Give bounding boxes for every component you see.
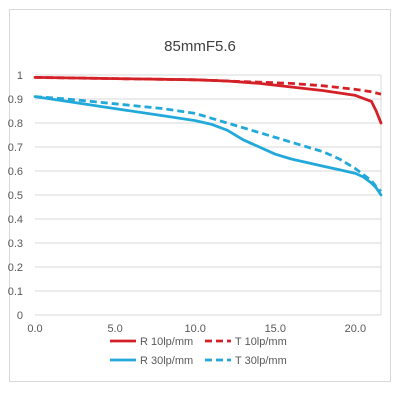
y-tick-label: 1 xyxy=(17,70,23,82)
x-tick-label: 0.0 xyxy=(27,323,42,335)
y-tick-label: 0.7 xyxy=(8,142,23,154)
x-tick-label: 5.0 xyxy=(107,323,122,335)
legend-label: R 10lp/mm xyxy=(140,336,193,348)
x-tick-label: 20.0 xyxy=(345,323,366,335)
chart-title: 85mmF5.6 xyxy=(164,38,236,55)
x-tick-label: 15.0 xyxy=(265,323,286,335)
y-tick-label: 0.8 xyxy=(8,118,23,130)
y-tick-label: 0.4 xyxy=(8,214,23,226)
y-tick-label: 0.9 xyxy=(8,94,23,106)
legend-label: T 30lp/mm xyxy=(235,355,287,367)
legend: R 10lp/mm T 10lp/mm R 30lp/mm T 30lp/mm xyxy=(110,336,287,367)
y-tick-label: 0.3 xyxy=(8,238,23,250)
legend-label: R 30lp/mm xyxy=(140,355,193,367)
y-tick-label: 0 xyxy=(17,310,23,322)
y-tick-label: 0.1 xyxy=(8,286,23,298)
y-tick-label: 0.2 xyxy=(8,262,23,274)
y-tick-label: 0.6 xyxy=(8,166,23,178)
axes: 00.10.20.30.40.50.60.70.80.910.0 5.0 10.0 1… xyxy=(8,70,366,335)
x-tick-label: 10.0 xyxy=(184,323,205,335)
legend-label: T 10lp/mm xyxy=(235,336,287,348)
series-line-r-30lp-mm xyxy=(33,95,383,197)
series-lines xyxy=(33,76,383,197)
series-line-t-30lp-mm xyxy=(34,95,382,193)
y-tick-label: 0.5 xyxy=(8,190,23,202)
